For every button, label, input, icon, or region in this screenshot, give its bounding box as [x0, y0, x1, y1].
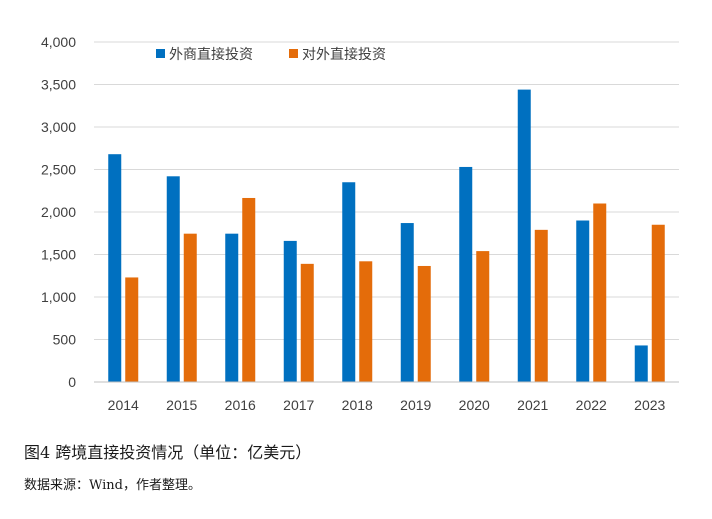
gridlines — [94, 41, 679, 340]
bar-odi-2022 — [593, 203, 607, 382]
y-tick-label: 4,000 — [41, 34, 76, 50]
bars — [108, 89, 665, 382]
y-tick-label: 1,000 — [41, 289, 76, 305]
bar-odi-2016 — [242, 197, 256, 382]
x-axis-tick-labels: 2014 2015 2016 2017 2018 2019 2020 2021 2022 2023 — [108, 397, 666, 413]
bar-fdi-2017 — [283, 240, 297, 382]
bar-odi-2018 — [359, 261, 373, 382]
legend-label: 外商直接投资 — [169, 46, 253, 63]
x-tick-label: 2018 — [342, 397, 373, 413]
figure-caption: 图4 跨境直接投资情况（单位：亿美元） — [24, 443, 312, 462]
bar-odi-2021 — [534, 229, 548, 382]
bar-fdi-2021 — [517, 89, 531, 382]
bar-odi-2014 — [125, 277, 139, 382]
x-tick-label: 2015 — [166, 397, 197, 413]
x-tick-label: 2021 — [517, 397, 548, 413]
bar-fdi-2014 — [108, 154, 122, 382]
bar-fdi-2016 — [225, 233, 239, 382]
bar-odi-2023 — [651, 224, 665, 382]
x-tick-label: 2020 — [459, 397, 490, 413]
x-tick-label: 2022 — [576, 397, 607, 413]
bar-fdi-2019 — [400, 223, 414, 382]
y-tick-label: 2,000 — [41, 204, 76, 220]
bar-fdi-2015 — [166, 176, 180, 382]
x-tick-label: 2016 — [225, 397, 256, 413]
legend-label: 对外直接投资 — [302, 46, 386, 63]
y-tick-label: 1,500 — [41, 247, 76, 263]
y-tick-label: 500 — [53, 332, 77, 348]
bar-fdi-2023 — [634, 345, 648, 382]
bar-fdi-2018 — [342, 182, 356, 382]
bar-odi-2019 — [417, 265, 431, 382]
y-tick-label: 3,500 — [41, 77, 76, 93]
bar-odi-2015 — [183, 233, 197, 382]
bar-odi-2017 — [300, 263, 314, 382]
x-tick-label: 2023 — [634, 397, 665, 413]
data-source-note: 数据来源：Wind，作者整理。 — [24, 478, 201, 493]
bar-fdi-2022 — [576, 220, 590, 382]
y-tick-label: 2,500 — [41, 162, 76, 178]
y-tick-label: 3,000 — [41, 119, 76, 135]
legend: 外商直接投资 对外直接投资 — [156, 46, 386, 63]
legend-swatch — [289, 49, 298, 58]
bar-fdi-2020 — [459, 166, 473, 382]
y-tick-label: 0 — [68, 374, 76, 390]
legend-swatch — [156, 49, 165, 58]
x-tick-label: 2019 — [400, 397, 431, 413]
y-axis-tick-labels: 0 500 1,000 1,500 2,000 2,500 3,000 3,500 4,000 — [41, 34, 76, 390]
x-tick-label: 2014 — [108, 397, 139, 413]
bar-odi-2020 — [476, 251, 490, 382]
x-tick-label: 2017 — [283, 397, 314, 413]
